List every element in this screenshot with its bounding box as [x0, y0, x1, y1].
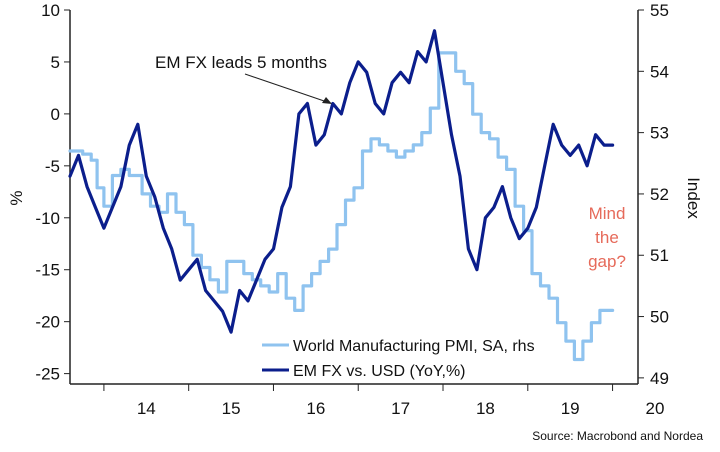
axes-layer: -25 -20 -15 -10 -5 0 5 10 49 50 51 52 53 54 55 14 15 16 17… — [35, 1, 669, 418]
y-right-tick-label: 52 — [650, 185, 669, 204]
y-right-tick-label: 53 — [650, 124, 669, 143]
legend-label-pmi: World Manufacturing PMI, SA, rhs — [293, 338, 535, 355]
series-line-emfx — [68, 29, 615, 334]
y-axis-left-title: % — [7, 190, 26, 205]
x-tick-label: 17 — [391, 399, 410, 418]
x-tick-label: 14 — [137, 399, 156, 418]
x-tick-label: 18 — [476, 399, 495, 418]
y-right-tick-label: 55 — [650, 1, 669, 20]
y-left-tick-label: -20 — [35, 313, 60, 332]
annotation-lead-arrow — [244, 73, 331, 104]
y-right-tick-label: 49 — [650, 369, 669, 388]
annotation-gap-line-2: the — [595, 228, 619, 247]
y-axis-right-title: Index — [684, 177, 703, 219]
annotation-gap-line-1: Mind — [589, 204, 626, 223]
x-tick-label: 19 — [561, 399, 580, 418]
y-left-tick-label: -15 — [35, 261, 60, 280]
y-left-tick-label: 0 — [51, 105, 60, 124]
y-left-tick-label: 5 — [51, 53, 60, 72]
series-layer — [68, 29, 615, 362]
annotation-gap-line-3: gap? — [588, 252, 626, 271]
y-right-tick-label: 54 — [650, 62, 669, 81]
annotation-lead-text: EM FX leads 5 months — [155, 53, 327, 72]
legend-label-emfx: EM FX vs. USD (YoY,%) — [293, 363, 466, 380]
annotation-arrow-head — [322, 97, 332, 104]
legend: World Manufacturing PMI, SA, rhs EM FX v… — [262, 338, 535, 380]
x-tick-label: 20 — [645, 399, 664, 418]
x-tick-label: 15 — [222, 399, 241, 418]
series-line-pmi — [68, 51, 615, 362]
y-right-tick-label: 50 — [650, 308, 669, 327]
x-tick-label: 16 — [306, 399, 325, 418]
y-left-tick-label: -10 — [35, 209, 60, 228]
y-left-tick-label: -5 — [45, 157, 60, 176]
y-left-tick-label: -25 — [35, 365, 60, 384]
y-left-tick-label: 10 — [41, 1, 60, 20]
y-right-tick-label: 51 — [650, 246, 669, 265]
source-note: Source: Macrobond and Nordea — [532, 429, 703, 443]
